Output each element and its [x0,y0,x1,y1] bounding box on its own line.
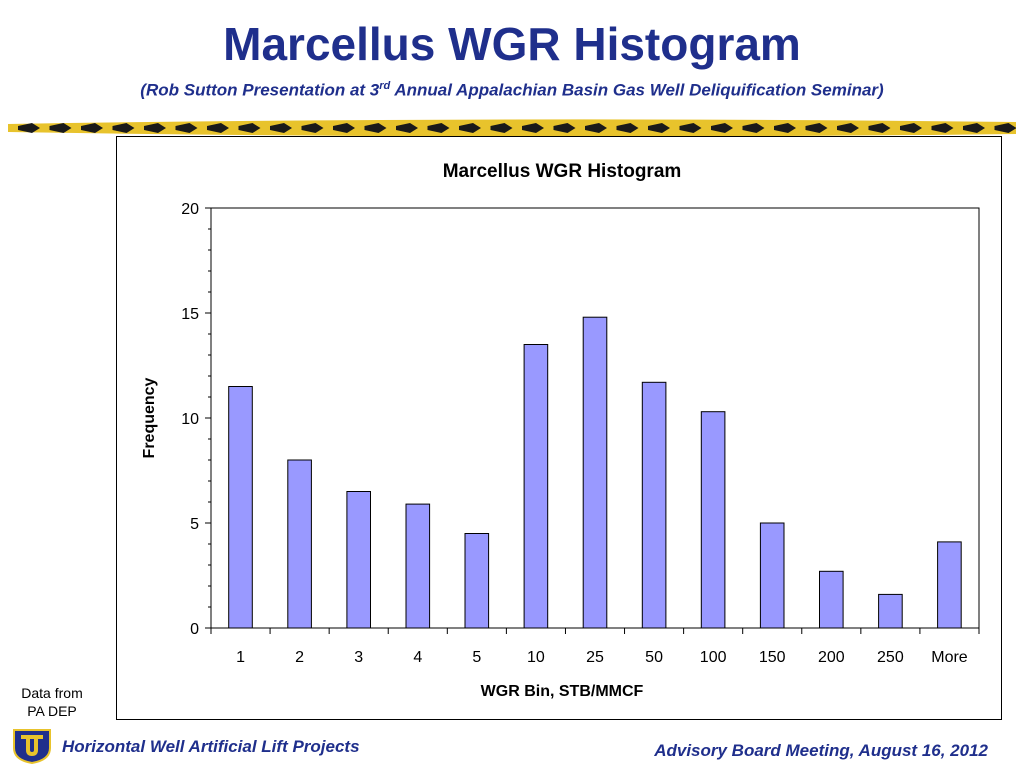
banner-arrow-mark [49,123,72,133]
x-tick-label: 3 [354,649,363,666]
x-axis-label: WGR Bin, STB/MMCF [481,683,644,700]
x-tick-label: 1 [236,649,245,666]
histogram-bar [405,503,431,629]
x-tick-label: 250 [877,649,904,666]
banner-arrow-marks [18,123,1016,133]
banner-arrow-mark [837,123,859,133]
banner-arrow-mark [175,123,198,133]
x-tick-label: 150 [759,649,786,666]
chart-frame: Marcellus WGR Histogram 0 5 10 15 20 1 2 3 4 5 10… [116,136,1002,720]
banner-arrow-mark [301,123,324,133]
banner-arrow-mark [679,123,702,133]
subtitle-text-start: (Rob Sutton Presentation at 3 [140,80,380,100]
banner-arrow-mark [459,123,481,133]
banner-arrow-mark [585,123,607,133]
banner-arrow-mark [900,123,922,133]
histogram-bar [819,570,844,629]
y-tick-label: 20 [181,201,199,218]
banner-arrow-mark [742,123,765,133]
source-note-line1: Data from [21,685,83,701]
banner-arrow-mark [648,123,670,133]
y-tick-label: 10 [181,411,199,428]
banner-arrow-mark [333,123,355,133]
histogram-chart: Marcellus WGR Histogram 0 5 10 15 20 1 2 3 4 5 10… [141,161,980,700]
banner-arrow-mark [81,123,103,133]
banner-arrow-mark [711,123,733,133]
banner-arrow-mark [396,123,418,133]
histogram-bar [523,344,549,629]
x-tick-label: More [931,649,968,666]
x-tick-label: 4 [413,649,422,666]
banner-arrow-mark [553,123,576,133]
bars-group [228,316,962,629]
x-tick-label: 200 [818,649,845,666]
histogram-bar [700,411,726,629]
banner-arrow-mark [112,123,135,133]
banner-arrow-mark [364,123,387,133]
x-tick-label: 5 [472,649,481,666]
x-axis: 1 2 3 4 5 10 25 50 100 150 200 250 More [210,628,980,666]
banner-arrow-mark [18,123,40,133]
x-tick-label: 10 [527,649,545,666]
histogram-bar [582,316,608,629]
chart-title: Marcellus WGR Histogram [443,161,682,182]
x-tick-label: 50 [645,649,663,666]
banner-arrow-mark [774,123,796,133]
banner-arrow-mark [270,123,292,133]
banner-arrow-mark [238,123,261,133]
decorative-banner [8,119,1016,137]
banner-arrow-mark [616,123,639,133]
university-shield-icon [13,729,51,764]
x-tick-label: 2 [295,649,304,666]
banner-arrow-mark [427,123,450,133]
y-axis: 0 5 10 15 20 [181,201,211,638]
banner-arrow-mark [931,123,954,133]
banner-arrow-mark [963,123,985,133]
source-note-line2: PA DEP [27,703,77,719]
subtitle-superscript: rd [379,80,391,92]
x-tick-label: 25 [586,649,604,666]
footer-project-name: Horizontal Well Artificial Lift Projects [62,737,360,756]
y-tick-label: 15 [181,306,199,323]
banner-arrow-mark [805,123,828,133]
histogram-bar [287,459,312,629]
y-tick-label: 5 [190,516,199,533]
histogram-bar [228,386,253,629]
subtitle-text-end: Annual Appalachian Basin Gas Well Deliqu… [390,80,884,100]
source-note: Data from PA DEP [6,684,98,720]
y-tick-label: 0 [190,621,199,638]
banner-arrow-mark [522,123,544,133]
y-axis-label: Frequency [141,377,158,458]
banner-arrow-mark [868,123,891,133]
histogram-bar [464,533,490,629]
banner-arrow-mark [994,123,1016,133]
banner-arrow-mark [207,123,229,133]
histogram-bar [759,522,785,629]
histogram-bar [878,593,903,629]
banner-arrow-mark [490,123,513,133]
histogram-bar [346,491,371,629]
histogram-bar [641,381,667,629]
x-tick-label: 100 [700,649,727,666]
footer-meeting-date: Advisory Board Meeting, August 16, 2012 [654,741,988,760]
slide-title: Marcellus WGR Histogram [223,18,801,70]
banner-arrow-mark [144,123,166,133]
histogram-bar [937,541,962,629]
slide-subtitle: (Rob Sutton Presentation at 3rd Annual A… [0,80,1024,101]
